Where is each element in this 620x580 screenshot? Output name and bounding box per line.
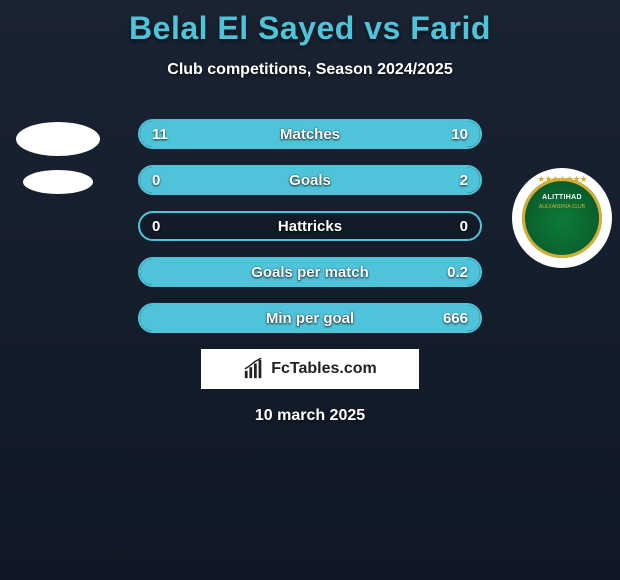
stat-right-value: 10 xyxy=(451,121,468,147)
page-title: Belal El Sayed vs Farid xyxy=(0,0,620,47)
stat-right-value: 0.2 xyxy=(447,259,468,285)
stat-label: Matches xyxy=(140,121,480,147)
player-right-badge: ★★★★★★★ ALITTIHAD ALEXANDRIA CLUB xyxy=(512,168,612,268)
placeholder-body xyxy=(23,170,93,194)
badge-stars-icon: ★★★★★★★ xyxy=(522,174,602,185)
date-text: 10 march 2025 xyxy=(0,407,620,425)
stat-label: Goals per match xyxy=(140,259,480,285)
stat-row: 11Matches10 xyxy=(138,119,482,149)
branding-box[interactable]: FcTables.com xyxy=(201,349,419,389)
stat-right-value: 0 xyxy=(460,213,468,239)
comparison-bars: 11Matches100Goals20Hattricks0Goals per m… xyxy=(138,119,482,333)
chart-icon xyxy=(243,358,265,380)
stat-row: 0Hattricks0 xyxy=(138,211,482,241)
stat-label: Goals xyxy=(140,167,480,193)
badge-name: ALITTIHAD xyxy=(522,194,602,201)
subtitle: Club competitions, Season 2024/2025 xyxy=(0,61,620,79)
placeholder-head xyxy=(16,122,100,156)
stat-right-value: 666 xyxy=(443,305,468,331)
badge-sub: ALEXANDRIA CLUB xyxy=(522,204,602,210)
stat-row: Min per goal666 xyxy=(138,303,482,333)
stat-row: Goals per match0.2 xyxy=(138,257,482,287)
stat-label: Hattricks xyxy=(140,213,480,239)
club-badge: ★★★★★★★ ALITTIHAD ALEXANDRIA CLUB xyxy=(522,178,602,258)
player-left-avatar xyxy=(8,108,108,208)
stat-row: 0Goals2 xyxy=(138,165,482,195)
branding-text: FcTables.com xyxy=(271,360,377,378)
stat-right-value: 2 xyxy=(460,167,468,193)
stat-label: Min per goal xyxy=(140,305,480,331)
